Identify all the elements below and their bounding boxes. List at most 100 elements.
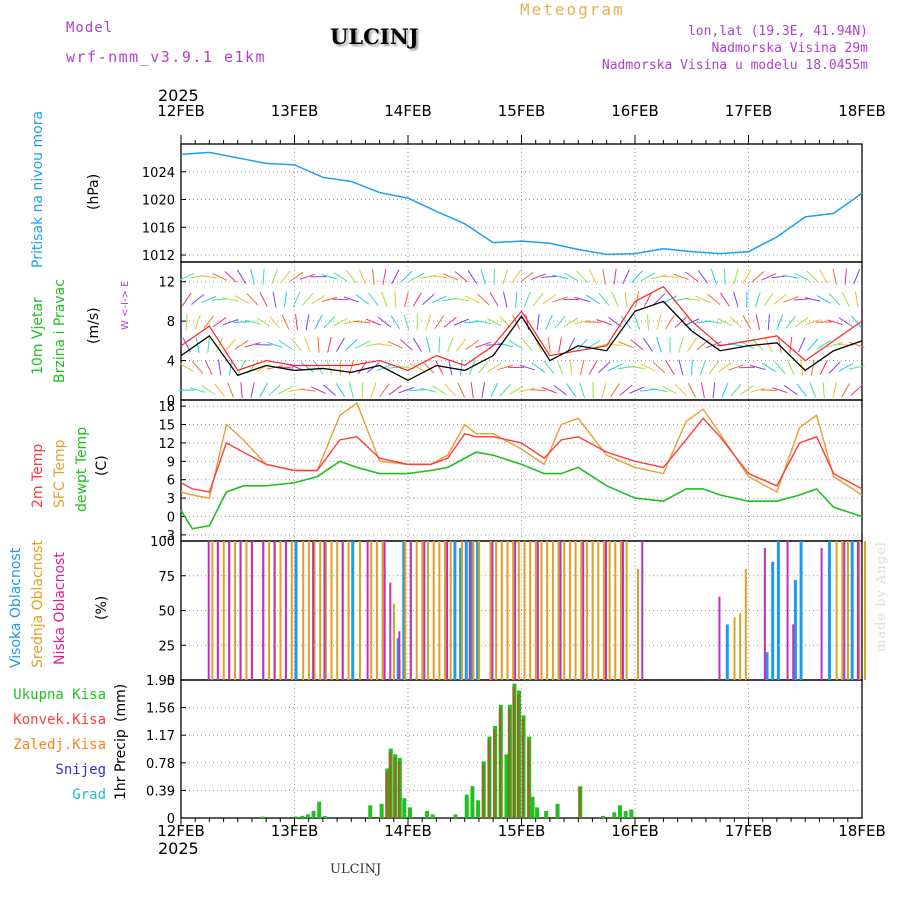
cloud-bar <box>358 541 361 680</box>
precip-total-bar <box>600 815 605 818</box>
wind-arrow <box>345 270 357 284</box>
precip-total-bar <box>629 809 634 818</box>
precip-total-bar <box>322 815 327 818</box>
wind-arrow <box>700 382 705 399</box>
wind-arrow <box>355 294 370 305</box>
wind-arrow <box>678 359 684 376</box>
wind-direction-legend: W <-I-> E <box>120 281 131 331</box>
cloud-bar <box>392 603 395 680</box>
wind-arrow <box>301 293 314 306</box>
wind-arrow <box>541 386 557 394</box>
cloud-bar <box>614 541 617 680</box>
wind-arrow <box>464 295 480 304</box>
wind-arrow <box>326 359 333 376</box>
precip-total-bar <box>311 810 316 818</box>
wind-arrow <box>710 269 717 285</box>
wind-arrow <box>720 292 730 307</box>
wind-arrow <box>574 319 590 325</box>
wind-gust-line <box>180 285 863 372</box>
precip-total-bar <box>623 810 628 818</box>
wind-arrow <box>541 275 558 278</box>
wind-arrow <box>499 383 512 397</box>
wind-arrow <box>613 268 617 285</box>
wind-arrow <box>497 342 514 348</box>
wind-arrow <box>348 382 354 398</box>
y-tick-label: 0 <box>167 674 175 689</box>
cloud-bar <box>557 541 560 680</box>
wind-arrow <box>292 291 301 307</box>
cloud-bar <box>776 541 780 680</box>
y-tick-label: 12 <box>158 276 175 291</box>
wind-arrow <box>310 386 326 394</box>
footer-station: ULCINJ <box>330 862 382 877</box>
precip-total-bar <box>305 814 310 818</box>
wind-arrow <box>564 317 579 327</box>
wind-arrow <box>387 366 404 369</box>
cloud-bar <box>319 541 322 680</box>
wind-arrow <box>531 362 545 373</box>
cloud-bar <box>398 631 401 680</box>
wind-arrow <box>729 316 743 328</box>
wind-arrow <box>553 384 567 396</box>
wind-arrow <box>442 273 458 281</box>
wind-arrow <box>354 320 371 324</box>
wind-arrow <box>687 382 697 398</box>
wind-arrow <box>299 273 316 280</box>
cloud-bar <box>294 541 298 680</box>
cloud-bar <box>381 541 384 680</box>
wind-arrow <box>368 292 379 307</box>
precip-convective-bar <box>516 694 520 818</box>
wind-arrow <box>268 384 281 397</box>
wind-arrow <box>633 314 641 330</box>
wind-arrow <box>225 338 237 352</box>
panel-frame <box>180 399 863 542</box>
elevation-label: Nadmorska Visina 29m <box>711 41 868 56</box>
wind-arrow <box>810 359 815 376</box>
wind-arrow <box>212 272 228 281</box>
cloud-bar <box>470 541 474 680</box>
cloud-bar <box>551 541 554 680</box>
y-tick-label: 0 <box>167 510 175 525</box>
wind-arrow <box>816 340 831 350</box>
cloud-bar <box>827 541 831 680</box>
wind-arrow <box>656 314 662 331</box>
wind-arrow <box>467 269 478 284</box>
cloud-bar <box>330 541 333 680</box>
wind-arrow <box>620 315 632 329</box>
wind-arrow <box>588 360 598 375</box>
wind-arrow <box>661 275 678 278</box>
cloud-bar <box>375 541 378 680</box>
wind-arrow <box>422 293 435 306</box>
wind-arrow <box>216 337 224 353</box>
wind-ylabel-1: 10m Vjetar <box>30 297 46 375</box>
wind-arrow <box>629 365 646 370</box>
y-tick-label: 75 <box>158 570 175 585</box>
precip-legend-total: Ukupna Kisa <box>13 687 106 703</box>
wind-arrow <box>321 274 338 280</box>
wind-arrow <box>640 363 656 372</box>
y-tick-label: 1016 <box>142 221 175 236</box>
year-label-top: 2025 <box>158 86 199 105</box>
wind-arrow <box>750 387 766 393</box>
wind-arrow <box>370 382 377 398</box>
precip-convective-bar <box>498 708 502 818</box>
wind-arrow <box>673 273 689 280</box>
wind-arrow <box>532 292 544 307</box>
wind-arrow <box>284 291 288 308</box>
wind-arrow <box>489 292 499 307</box>
wind-arrow <box>761 273 777 281</box>
cloud-bar <box>268 541 271 680</box>
wind-arrow <box>477 293 490 306</box>
wind-arrow <box>447 337 454 353</box>
wind-arrow <box>464 320 481 324</box>
wind-arrow <box>640 272 656 282</box>
wind-arrow <box>841 292 850 307</box>
precip-convective-bar <box>385 772 388 818</box>
cloud-bar <box>402 541 406 680</box>
wind-arrow <box>519 364 535 371</box>
precip-convective-bar <box>578 787 581 818</box>
wind-arrow <box>651 388 667 393</box>
wind-arrow <box>181 292 192 307</box>
wind-arrow <box>854 291 859 308</box>
cloud-bar <box>621 541 624 680</box>
